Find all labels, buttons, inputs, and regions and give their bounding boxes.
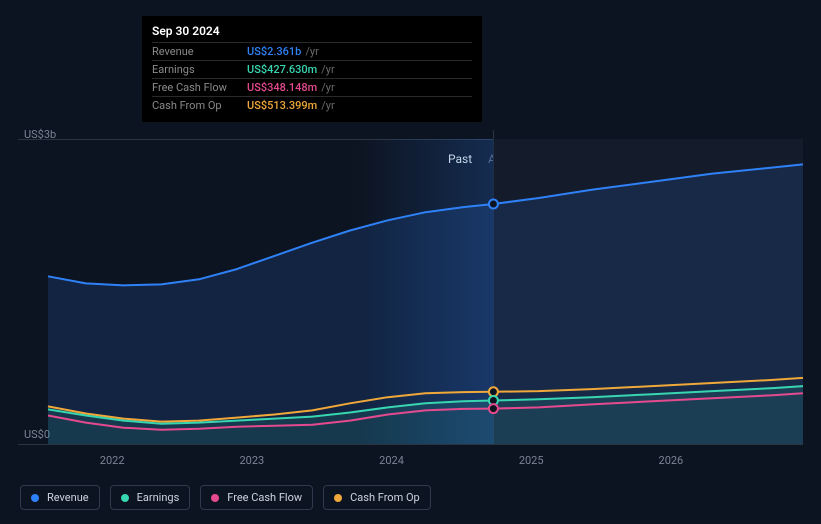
chart-area[interactable]	[18, 130, 803, 445]
tooltip-metric-value: US$513.399m	[247, 99, 317, 112]
tooltip-metric-label: Earnings	[152, 63, 247, 76]
legend-marker-icon	[211, 494, 219, 502]
x-axis-label: 2024	[379, 454, 404, 467]
tooltip-unit: /yr	[305, 45, 318, 58]
x-axis-label: 2023	[239, 454, 264, 467]
legend-marker-icon	[334, 494, 342, 502]
legend-label: Earnings	[137, 491, 180, 504]
x-axis-label: 2026	[659, 454, 684, 467]
legend-marker-icon	[121, 494, 129, 502]
x-axis-label: 2025	[519, 454, 544, 467]
legend-item[interactable]: Earnings	[110, 485, 191, 510]
tooltip-unit: /yr	[321, 63, 334, 76]
tooltip-metric-value: US$2.361b	[247, 45, 301, 58]
legend-item[interactable]: Revenue	[20, 485, 100, 510]
x-axis-labels: 2022 2023 2024 2025 2026	[18, 454, 803, 468]
tooltip-metric-value: US$348.148m	[247, 81, 317, 94]
tooltip-date: Sep 30 2024	[152, 24, 472, 42]
tooltip-metric-value: US$427.630m	[247, 63, 317, 76]
legend-label: Cash From Op	[350, 491, 420, 504]
tooltip-row: RevenueUS$2.361b/yr	[152, 42, 472, 60]
legend-item[interactable]: Cash From Op	[323, 485, 431, 510]
legend-label: Free Cash Flow	[227, 491, 302, 504]
tooltip-metric-label: Revenue	[152, 45, 247, 58]
tooltip-row: Cash From OpUS$513.399m/yr	[152, 96, 472, 114]
tooltip-metric-label: Cash From Op	[152, 99, 247, 112]
legend-marker-icon	[31, 494, 39, 502]
legend-label: Revenue	[47, 491, 89, 504]
tooltip-row: EarningsUS$427.630m/yr	[152, 60, 472, 78]
tooltip-unit: /yr	[321, 99, 334, 112]
tooltip-unit: /yr	[321, 81, 334, 94]
chart-legend: Revenue Earnings Free Cash Flow Cash From O…	[20, 485, 431, 510]
legend-item[interactable]: Free Cash Flow	[200, 485, 313, 510]
chart-tooltip: Sep 30 2024 RevenueUS$2.361b/yrEarningsU…	[142, 16, 482, 122]
tooltip-row: Free Cash FlowUS$348.148m/yr	[152, 78, 472, 96]
x-axis-label: 2022	[100, 454, 125, 467]
tooltip-metric-label: Free Cash Flow	[152, 81, 247, 94]
